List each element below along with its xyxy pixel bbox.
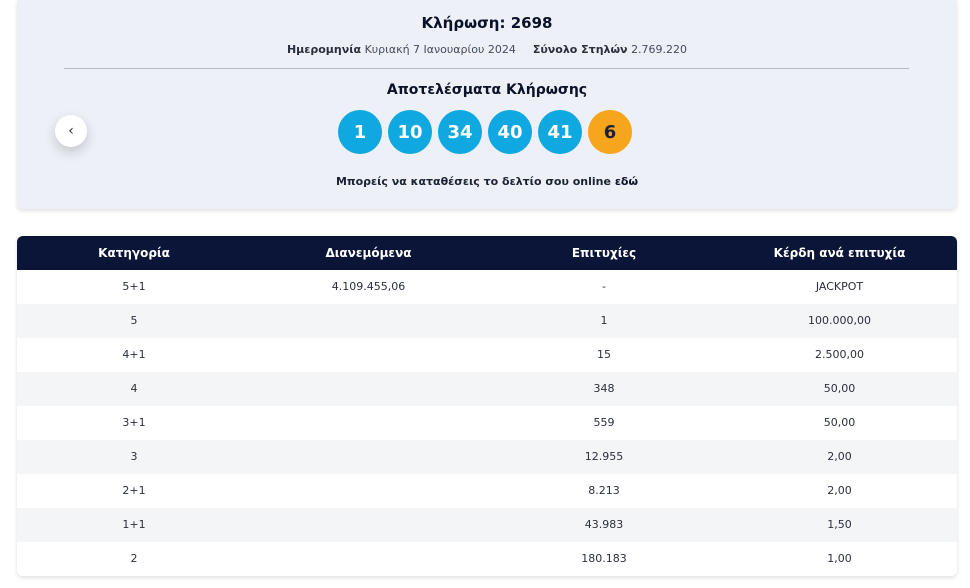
prize-table: Κατηγορία Διανεμόμενα Επιτυχίες Κέρδη αν…: [17, 236, 957, 576]
cell-winners: 348: [593, 382, 615, 395]
prize-table-card: Κατηγορία Διανεμόμενα Επιτυχίες Κέρδη αν…: [17, 236, 957, 576]
number-ball: 34: [438, 110, 482, 154]
cell-prize: 50,00: [823, 416, 856, 429]
cell-category: 4: [130, 382, 138, 395]
cell-prize: 2,00: [827, 484, 852, 497]
cell-winners: 8.213: [588, 484, 620, 497]
cell-winners: 559: [593, 416, 615, 429]
cell-category: 1+1: [122, 518, 146, 531]
cell-prize: 50,00: [823, 382, 856, 395]
table-row: 3+1 559 50,00: [17, 406, 957, 440]
cell-winners: 43.983: [584, 518, 624, 531]
cell-distributed: [251, 508, 486, 542]
number-ball: 10: [388, 110, 432, 154]
date-value: Κυριακή 7 Ιανουαρίου 2024: [364, 43, 516, 56]
cell-prize: 2.500,00: [815, 348, 864, 361]
draw-title: Κλήρωση: 2698: [421, 14, 553, 32]
divider: [64, 68, 909, 69]
online-bet-text: Μπορείς να καταθέσεις το δελτίο σου onli…: [17, 175, 957, 188]
cell-category: 5: [130, 314, 138, 327]
cell-category: 4+1: [122, 348, 146, 361]
cell-category: 2+1: [122, 484, 146, 497]
cell-distributed: [251, 440, 486, 474]
cell-distributed: 4.109.455,06: [331, 280, 406, 293]
cell-prize: 1,00: [827, 552, 852, 565]
table-row: 2+1 8.213 2,00: [17, 474, 957, 508]
cell-prize: 100.000,00: [808, 314, 871, 327]
cell-category: 2: [130, 552, 138, 565]
columns-label: Σύνολο Στηλών: [532, 43, 628, 56]
cell-distributed: [251, 542, 486, 576]
table-row: 3 12.955 2,00: [17, 440, 957, 474]
number-ball: 41: [538, 110, 582, 154]
cell-prize: JACKPOT: [815, 280, 864, 293]
table-row: 5 1 100.000,00: [17, 304, 957, 338]
header-category: Κατηγορία: [98, 246, 170, 260]
cell-distributed: [251, 372, 486, 406]
online-bet-label: Μπορείς να καταθέσεις το δελτίο σου onli…: [335, 175, 611, 188]
cell-winners: 1: [600, 314, 608, 327]
number-ball: 40: [488, 110, 532, 154]
cell-winners: 180.183: [581, 552, 627, 565]
cell-distributed: [251, 406, 486, 440]
cell-category: 5+1: [122, 280, 146, 293]
previous-draw-button[interactable]: ‹: [55, 115, 87, 147]
cell-winners: -: [602, 280, 606, 293]
draw-summary-card: Κλήρωση: 2698 Ημερομηνία Κυριακή 7 Ιανου…: [17, 0, 957, 209]
cell-category: 3: [130, 450, 138, 463]
table-row: 4 348 50,00: [17, 372, 957, 406]
header-winners: Επιτυχίες: [571, 246, 637, 260]
joker-ball: 6: [588, 110, 632, 154]
header-prize: Κέρδη ανά επιτυχία: [773, 246, 906, 260]
cell-winners: 15: [597, 348, 611, 361]
table-row: 2 180.183 1,00: [17, 542, 957, 576]
cell-distributed: [251, 304, 486, 338]
table-row: 1+1 43.983 1,50: [17, 508, 957, 542]
date-label: Ημερομηνία: [286, 43, 362, 56]
table-row: 4+1 15 2.500,00: [17, 338, 957, 372]
table-row: 5+1 4.109.455,06 - JACKPOT: [17, 270, 957, 304]
cell-category: 3+1: [122, 416, 146, 429]
results-title: Αποτελέσματα Κλήρωσης: [386, 82, 588, 98]
table-header-row: Κατηγορία Διανεμόμενα Επιτυχίες Κέρδη αν…: [17, 236, 957, 270]
cell-prize: 1,50: [827, 518, 852, 531]
draw-meta: Ημερομηνία Κυριακή 7 Ιανουαρίου 2024 Σύν…: [17, 43, 957, 56]
winning-numbers: 1 10 34 40 41 6: [338, 110, 632, 154]
cell-winners: 12.955: [584, 450, 624, 463]
cell-prize: 2,00: [827, 450, 852, 463]
number-ball: 1: [338, 110, 382, 154]
cell-distributed: [251, 474, 486, 508]
header-distributed: Διανεμόμενα: [325, 246, 412, 260]
columns-value: 2.769.220: [631, 43, 688, 56]
online-bet-link[interactable]: εδώ: [614, 175, 639, 188]
cell-distributed: [251, 338, 486, 372]
chevron-left-icon: ‹: [68, 123, 74, 139]
